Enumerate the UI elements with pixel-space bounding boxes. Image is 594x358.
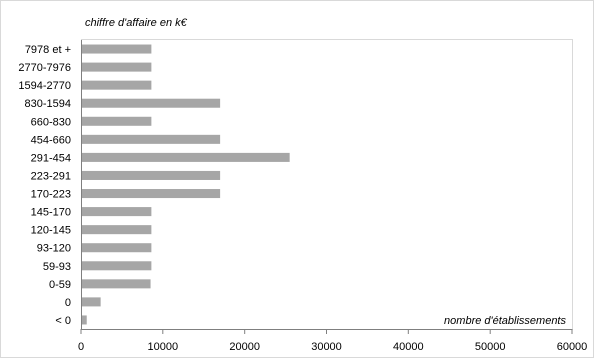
- bar: [82, 243, 152, 253]
- y-tick-label: 0-59: [49, 279, 71, 291]
- bar: [82, 225, 152, 235]
- bar: [82, 80, 152, 90]
- bar: [82, 279, 151, 289]
- bar: [82, 261, 152, 271]
- x-tick-label: 0: [78, 341, 84, 353]
- bar: [82, 116, 152, 126]
- y-tick-label: 145-170: [31, 207, 71, 219]
- y-tick-label: 7978 et +: [25, 44, 71, 56]
- bar: [82, 170, 221, 180]
- bar: [82, 98, 221, 108]
- y-tick-label: 291-454: [31, 152, 71, 164]
- y-tick-label: 120-145: [31, 225, 71, 237]
- x-tick-label: 60000: [557, 341, 588, 353]
- bar: [82, 62, 152, 72]
- bar: [82, 207, 152, 217]
- y-tick-label: 2770-7976: [18, 62, 71, 74]
- y-tick-label: 59-93: [43, 261, 71, 273]
- bar: [82, 152, 290, 162]
- bar: [82, 44, 152, 54]
- y-tick-label: 660-830: [31, 116, 71, 128]
- y-tick-label: 170-223: [31, 189, 71, 201]
- x-tick-label: 30000: [311, 341, 342, 353]
- x-tick-label: 10000: [148, 341, 179, 353]
- x-tick-label: 50000: [475, 341, 506, 353]
- x-tick-labels: 0 10000 20000 30000 40000 50000 60000: [78, 341, 587, 353]
- x-tick-label: 40000: [393, 341, 424, 353]
- y-tick-label: 1594-2770: [18, 80, 71, 92]
- bars-group: [82, 44, 290, 325]
- bar: [82, 134, 221, 144]
- x-axis-title: nombre d'établissements: [444, 315, 566, 327]
- y-tick-label: 93-120: [37, 243, 71, 255]
- y-axis-title: chiffre d'affaire en k€: [85, 17, 188, 29]
- x-tick-label: 20000: [229, 341, 260, 353]
- y-tick-label: 454-660: [31, 134, 71, 146]
- y-tick-labels: < 0 0 0-59 59-93 93-120 120-145 145-170 170-223…: [18, 44, 71, 327]
- bar: [82, 297, 101, 307]
- y-tick-label: < 0: [55, 315, 71, 327]
- bar: [82, 315, 87, 325]
- y-tick-label: 223-291: [31, 170, 71, 182]
- bar: [82, 189, 221, 199]
- y-tick-label: 0: [65, 297, 71, 309]
- y-tick-label: 830-1594: [25, 98, 72, 110]
